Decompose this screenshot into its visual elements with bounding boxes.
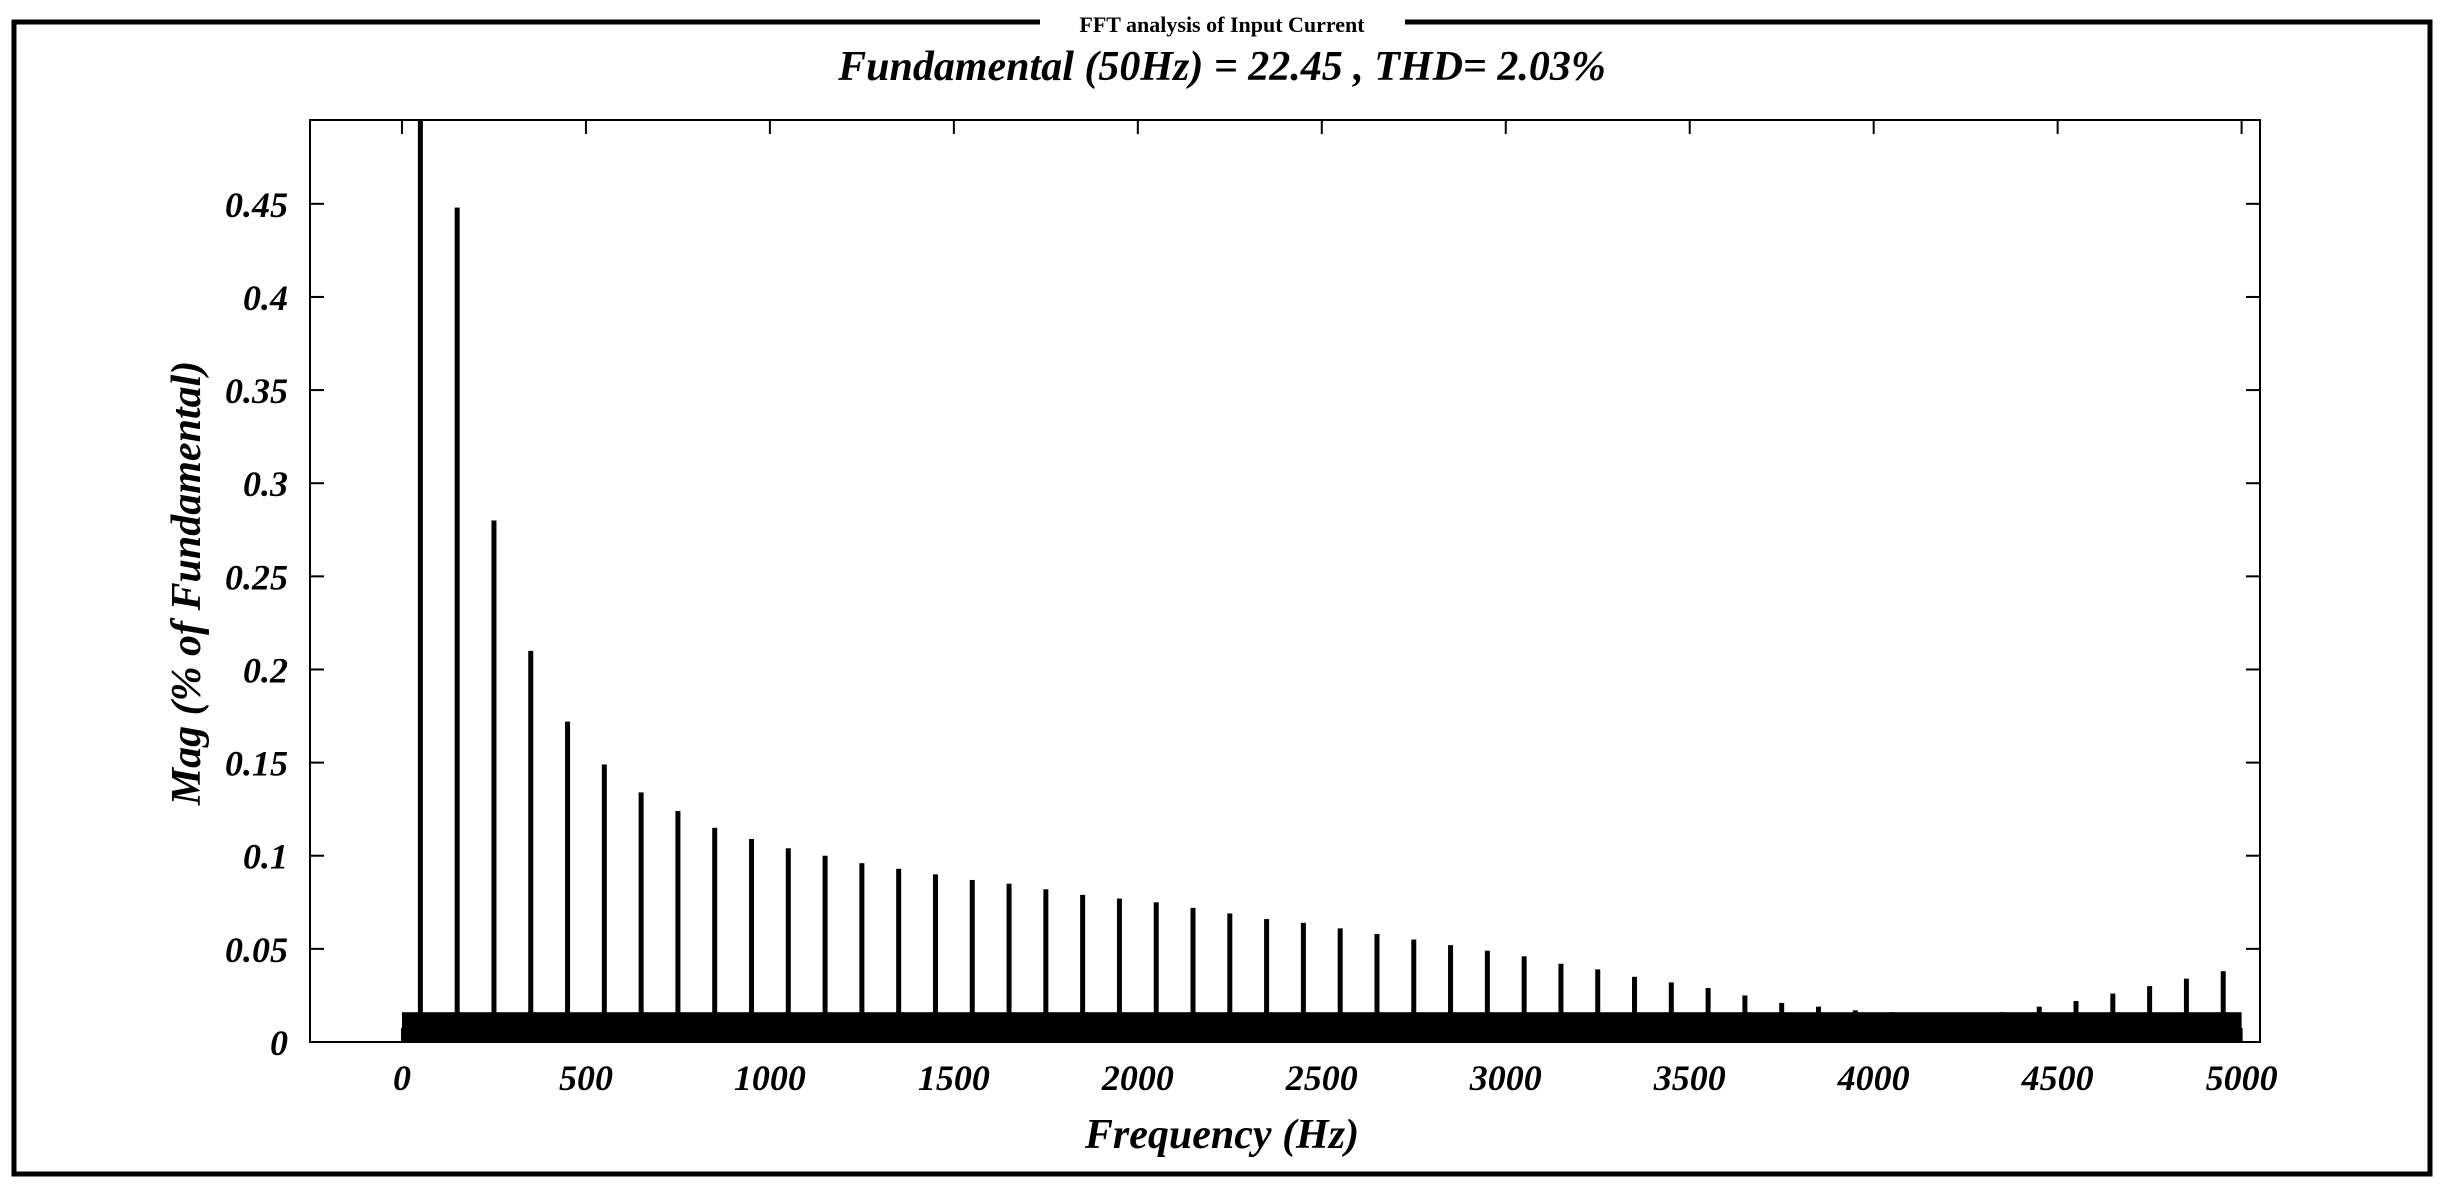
harmonic-bar — [1742, 995, 1748, 1042]
harmonic-bar — [932, 874, 938, 1042]
harmonic-bar — [1448, 945, 1454, 1042]
harmonic-bar — [896, 868, 902, 1042]
harmonic-bar — [638, 792, 644, 1042]
harmonic-bar — [1999, 1012, 2005, 1042]
y-tick-label: 0.4 — [243, 278, 288, 318]
harmonic-bar — [1926, 1014, 1932, 1042]
x-tick-label: 500 — [559, 1058, 613, 1098]
figure-border — [11, 19, 2433, 1177]
harmonic-bar — [2110, 993, 2116, 1042]
harmonic-bar — [1374, 933, 1380, 1042]
harmonic-bar — [2220, 971, 2226, 1042]
harmonic-bar — [1006, 883, 1012, 1042]
harmonic-bar — [785, 848, 791, 1042]
harmonic-bar — [1889, 1012, 1895, 1042]
y-axis-label: Mag (% of Fundamental) — [164, 361, 210, 807]
spectrum-marks — [401, 120, 2242, 1042]
y-tick-label: 0.25 — [225, 557, 288, 597]
harmonic-bar — [1227, 913, 1233, 1042]
harmonic-bar — [1300, 922, 1306, 1042]
harmonic-bar — [1521, 956, 1527, 1042]
x-tick-label: 2500 — [1285, 1058, 1358, 1098]
harmonic-bar — [749, 838, 755, 1042]
harmonic-bar — [2073, 1001, 2079, 1042]
harmonic-bar — [1779, 1002, 1785, 1042]
harmonic-bar — [1484, 950, 1490, 1042]
harmonic-bar — [1337, 928, 1343, 1042]
y-tick-label: 0 — [270, 1023, 288, 1063]
harmonic-bar — [2183, 978, 2189, 1042]
harmonic-bar — [1705, 987, 1711, 1042]
x-tick-label: 2000 — [1101, 1058, 1174, 1098]
harmonic-bar — [601, 764, 607, 1042]
harmonic-bar — [1558, 963, 1564, 1042]
harmonic-bar — [1153, 902, 1159, 1042]
harmonic-bar — [859, 863, 865, 1042]
x-tick-label: 3000 — [1469, 1058, 1542, 1098]
harmonic-bar — [491, 520, 497, 1042]
x-tick-label: 4500 — [2021, 1058, 2094, 1098]
harmonic-bar — [454, 207, 460, 1042]
y-tick-label: 0.2 — [243, 650, 288, 690]
harmonic-bar — [1264, 919, 1270, 1042]
harmonic-bar — [417, 120, 423, 1042]
harmonic-bar — [675, 811, 681, 1042]
window-caption: FFT analysis of Input Current — [1079, 12, 1365, 37]
harmonic-bar — [565, 721, 571, 1042]
harmonic-bar — [1043, 889, 1049, 1042]
x-axis-label: Frequency (Hz) — [1084, 1112, 1359, 1158]
x-tick-label: 4000 — [1837, 1058, 1910, 1098]
harmonic-bar — [1116, 898, 1122, 1042]
y-tick-label: 0.35 — [225, 371, 288, 411]
harmonic-bar — [1080, 894, 1086, 1042]
y-tick-label: 0.1 — [243, 837, 288, 877]
harmonic-bar — [1963, 1014, 1969, 1042]
y-tick-label: 0.15 — [225, 744, 288, 784]
x-tick-label: 1000 — [734, 1058, 806, 1098]
harmonic-bar — [2147, 986, 2153, 1042]
y-tick-label: 0.45 — [225, 185, 288, 225]
harmonic-bar — [1632, 976, 1638, 1042]
harmonic-bar — [1815, 1006, 1821, 1042]
chart-title: Fundamental (50Hz) = 22.45 , THD= 2.03% — [837, 44, 1606, 90]
harmonic-bar — [1190, 907, 1196, 1042]
plot-area — [309, 119, 2261, 1043]
y-tick-label: 0.3 — [243, 464, 288, 504]
harmonic-bar — [712, 827, 718, 1042]
y-tick-label: 0.05 — [225, 930, 288, 970]
x-tick-label: 3500 — [1653, 1058, 1726, 1098]
harmonic-bar — [822, 855, 828, 1042]
harmonic-bar — [1411, 939, 1417, 1042]
harmonic-bar — [2036, 1006, 2042, 1042]
harmonic-bar — [1852, 1010, 1858, 1042]
harmonic-bar — [969, 879, 975, 1042]
x-tick-label: 0 — [393, 1058, 411, 1098]
harmonic-bar — [1668, 982, 1674, 1042]
axis-ticks: 0 500 1000 1500 2000 2500 3000 3500 4000 4500 5000… — [225, 120, 2278, 1098]
harmonic-bar — [1595, 969, 1601, 1042]
caption-backdrop — [1040, 10, 1405, 40]
harmonic-bar — [528, 650, 534, 1042]
x-tick-label: 1500 — [918, 1058, 990, 1098]
x-tick-label: 5000 — [2206, 1058, 2278, 1098]
